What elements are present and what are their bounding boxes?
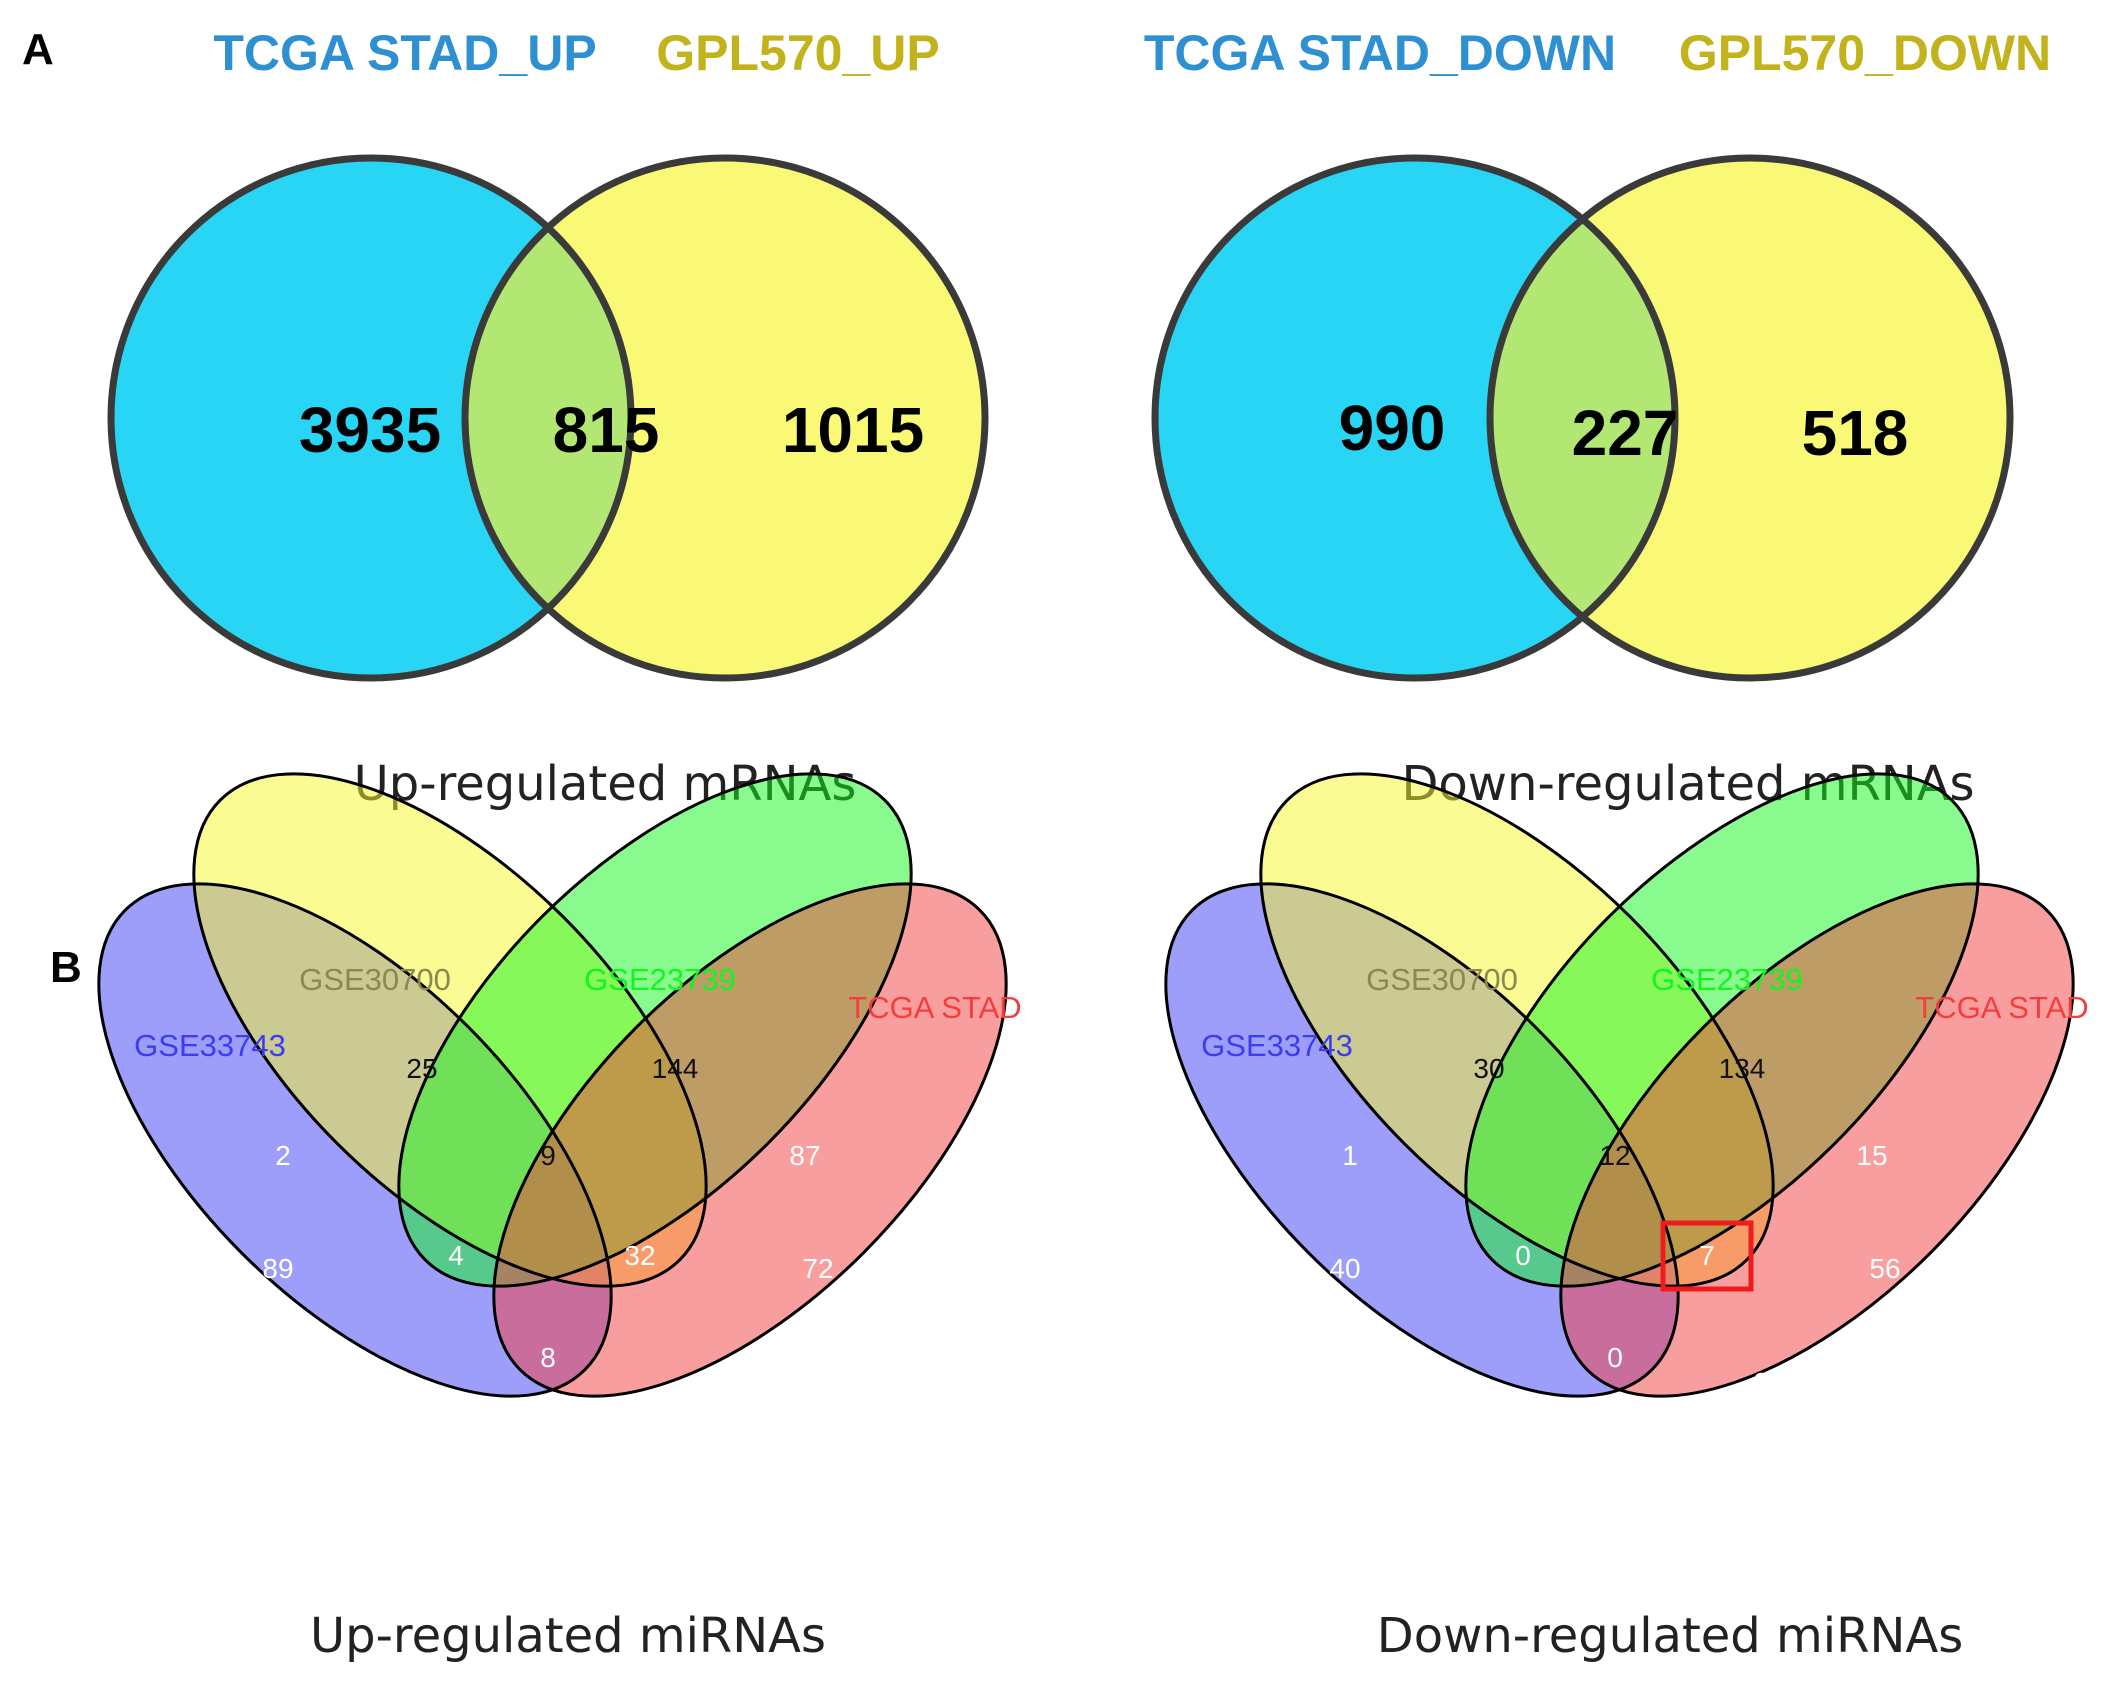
venn-down-mirna-caption: Down-regulated miRNAs [1377, 1608, 1963, 1664]
venn-up-left-outline [107, 154, 635, 682]
venn-set-ellipse-4 [493, 883, 1007, 1397]
venn-set-outline-2 [192, 772, 708, 1288]
venn-region-count-bcd: 7 [1699, 1240, 1715, 1271]
venn-region-count-bc: 9 [540, 1140, 556, 1171]
venn-up-mrna: TCGA STAD_UP GPL570_UP 3935 815 1015 Up-… [107, 25, 989, 812]
venn-set-label-2: GSE30700 [1366, 962, 1518, 997]
venn-region-count-a: 40 [1329, 1253, 1360, 1284]
venn-down-overlap-count: 227 [1572, 397, 1679, 469]
venn-region-count-abd: 0 [1546, 1415, 1562, 1446]
venn-region-count-ac: 28 [377, 1367, 408, 1398]
venn-up-right-outline [461, 154, 989, 682]
venn-up-overlap [465, 228, 631, 608]
venn-region-count-abcd: 0 [1607, 1342, 1623, 1373]
venn-region-count-bd: 20 [1753, 1367, 1784, 1398]
venn-region-count-b: 25 [406, 1053, 437, 1084]
panel-b-letter: B [50, 943, 82, 992]
venn-region-count-b: 30 [1473, 1053, 1504, 1084]
venn-set-label-4: TCGA STAD [1915, 990, 2088, 1025]
venn-set-label-4: TCGA STAD [848, 990, 1021, 1025]
venn-set-outline-3 [397, 772, 913, 1288]
venn-region-count-abc: 0 [1515, 1240, 1531, 1271]
venn-down-right-only-count: 518 [1802, 397, 1909, 469]
venn-region-count-acd: 2 [1664, 1415, 1680, 1446]
venn-region-count-d: 56 [1869, 1253, 1900, 1284]
venn-region-count-ab: 2 [275, 1140, 291, 1171]
venn-region-count-bd: 9 [694, 1367, 710, 1398]
venn-down-left-only-count: 990 [1339, 392, 1446, 464]
venn-set-label-1: GSE33743 [134, 1028, 286, 1063]
venn-region-count-ad: 8 [1609, 1473, 1625, 1504]
venn-set-outline-4 [492, 882, 1008, 1398]
venn-region-count-cd: 87 [789, 1140, 820, 1171]
venn-set-ellipse-4 [1560, 883, 2074, 1397]
venn-set-label-3: GSE23739 [1651, 962, 1803, 997]
venn-down-overlap [1489, 219, 1676, 617]
venn-region-count-cd: 15 [1856, 1140, 1887, 1171]
venn-region-count-ac: 5 [1452, 1367, 1468, 1398]
venn-set-outline-1 [97, 882, 613, 1398]
venn-region-count-ab: 1 [1342, 1140, 1358, 1171]
venn-set-outline-2 [1259, 772, 1775, 1288]
venn-region-count-bcd: 32 [624, 1240, 655, 1271]
venn-down-left-title: TCGA STAD_DOWN [1144, 25, 1616, 81]
venn-down-mrna: TCGA STAD_DOWN GPL570_DOWN 990 227 518 D… [1144, 25, 2051, 812]
venn-set-outline-4 [1559, 882, 2075, 1398]
venn-down-right-title: GPL570_DOWN [1679, 25, 2051, 81]
venn-region-count-acd: 5 [597, 1415, 613, 1446]
venn-down-left-outline [1151, 154, 1679, 682]
venn-set-label-3: GSE23739 [584, 962, 736, 997]
venn-down-right-outline [1486, 154, 2014, 682]
venn-region-count-ad: 16 [534, 1473, 565, 1504]
venn-down-mirna: GSE33743 GSE30700 GSE23739 TCGA STAD 40 30 134… [1164, 772, 2089, 1504]
venn-up-left-only-count: 3935 [299, 394, 441, 466]
venn-region-count-c: 134 [1719, 1053, 1766, 1084]
highlight-box [1660, 1220, 1754, 1292]
venn-region-count-c: 144 [652, 1053, 699, 1084]
panel-a-letter: A [22, 25, 54, 74]
venn-set-outline-1 [1164, 882, 1680, 1398]
venn-region-count-abd: 21 [471, 1415, 502, 1446]
venn-region-count-abc: 4 [448, 1240, 464, 1271]
venn-set-label-1: GSE33743 [1201, 1028, 1353, 1063]
venn-set-outline-3 [1464, 772, 1980, 1288]
venn-region-count-d: 72 [802, 1253, 833, 1284]
venn-up-overlap-count: 815 [553, 394, 660, 466]
venn-region-count-abcd: 8 [540, 1342, 556, 1373]
venn-up-right-only-count: 1015 [782, 394, 924, 466]
venn-set-label-2: GSE30700 [299, 962, 451, 997]
venn-region-count-bc: 12 [1599, 1140, 1630, 1171]
venn-up-left-title: TCGA STAD_UP [213, 25, 596, 81]
venn-up-mirna-caption: Up-regulated miRNAs [310, 1608, 826, 1664]
venn-up-right-title: GPL570_UP [656, 25, 939, 81]
venn-region-count-a: 89 [262, 1253, 293, 1284]
